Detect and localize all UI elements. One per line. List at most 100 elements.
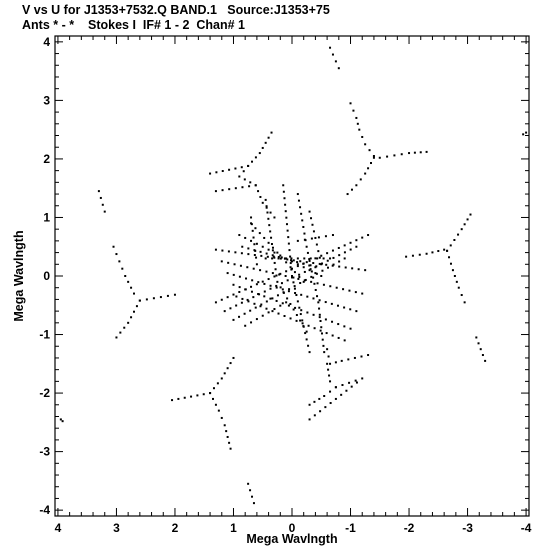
uv-point [250, 216, 253, 219]
uv-point [294, 292, 297, 294]
uv-point [302, 262, 305, 265]
uv-point [251, 279, 254, 282]
uv-point [259, 269, 262, 272]
uv-point [340, 359, 343, 362]
uv-point [282, 291, 285, 294]
uv-point [291, 275, 293, 277]
uv-point [269, 297, 272, 300]
uv-point [285, 216, 288, 219]
uv-point [314, 288, 317, 291]
uv-point [294, 306, 297, 309]
y-tick-label: -2 [39, 386, 50, 400]
uv-point [331, 234, 334, 237]
uv-point [355, 239, 358, 242]
uv-point [240, 301, 243, 304]
uv-point [263, 282, 266, 285]
uv-point [335, 286, 338, 289]
uv-point [253, 243, 256, 246]
uv-point [288, 249, 291, 252]
uv-point [275, 274, 278, 277]
uv-point [255, 318, 258, 321]
uv-point [202, 393, 205, 396]
axis-ticks [55, 36, 529, 516]
uv-point [329, 380, 332, 383]
uv-point [308, 269, 311, 272]
uv-point [300, 293, 303, 296]
uv-point [229, 362, 232, 365]
uv-point [276, 280, 279, 283]
uv-point [338, 254, 341, 257]
uv-point [223, 372, 226, 375]
uv-point [244, 236, 247, 239]
uv-point [266, 255, 269, 258]
uv-point [250, 321, 253, 324]
uv-point [313, 414, 316, 417]
uv-point [361, 377, 364, 380]
uv-point [301, 219, 304, 222]
uv-point [337, 67, 340, 70]
uv-point [221, 189, 224, 192]
uv-point [343, 251, 346, 254]
uv-point [115, 253, 118, 256]
uv-point [127, 321, 130, 324]
uv-point [281, 288, 284, 291]
y-tick-label: 4 [43, 35, 50, 49]
uv-point [343, 257, 346, 260]
uv-point [250, 285, 253, 288]
uv-point [318, 397, 321, 400]
uv-point [278, 273, 281, 276]
uv-point [265, 300, 268, 303]
uv-point [400, 153, 403, 156]
uv-point [232, 318, 235, 321]
uv-point [309, 268, 312, 271]
uv-point [285, 301, 288, 304]
uv-point [323, 351, 326, 354]
uv-point [254, 306, 257, 309]
y-tick-label: -3 [39, 445, 50, 459]
uv-point [286, 229, 289, 232]
x-tick-label: 1 [230, 521, 237, 535]
uv-point [299, 319, 302, 322]
uv-point [316, 257, 319, 260]
uv-point [265, 307, 268, 310]
uv-point [121, 267, 124, 270]
x-tick-label: 0 [289, 521, 296, 535]
uv-point [220, 298, 223, 301]
uv-point [324, 301, 327, 304]
uv-point [273, 275, 276, 278]
uv-point [261, 314, 264, 317]
uv-point [329, 390, 332, 393]
uv-point [115, 336, 118, 339]
uv-point [258, 293, 261, 296]
uv-point [250, 222, 253, 225]
uv-point [296, 193, 299, 196]
uv-point [212, 387, 215, 390]
uv-point [124, 275, 127, 277]
uv-point [364, 269, 367, 272]
uv-point [308, 210, 311, 213]
uv-point [279, 257, 282, 260]
uv-point [220, 416, 223, 419]
x-tick-label: -1 [345, 521, 356, 535]
uv-point [267, 136, 270, 139]
uv-point [250, 290, 253, 293]
uv-point [345, 389, 348, 392]
uv-point [286, 279, 289, 282]
uv-point [317, 301, 320, 304]
uv-point [319, 410, 322, 413]
uv-point [466, 218, 469, 221]
uv-point [457, 286, 460, 289]
uv-point [240, 166, 243, 169]
uv-point [323, 395, 326, 397]
uv-point [152, 297, 155, 300]
uv-point [280, 256, 283, 259]
uv-point [298, 275, 301, 278]
uv-point [297, 277, 300, 280]
uv-point [284, 275, 287, 277]
uv-point [289, 255, 292, 258]
uv-point [355, 184, 358, 187]
uv-point [279, 254, 282, 257]
uv-point [354, 379, 357, 382]
uv-point [130, 316, 133, 319]
uv-point [59, 418, 62, 421]
